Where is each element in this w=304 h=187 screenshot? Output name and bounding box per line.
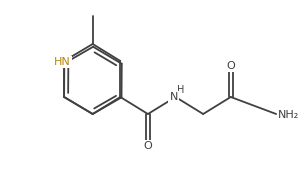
Text: NH₂: NH₂	[278, 110, 299, 120]
Text: HN: HN	[54, 57, 71, 67]
Text: O: O	[226, 61, 235, 71]
Text: O: O	[143, 141, 152, 151]
Text: H: H	[177, 85, 184, 95]
Text: N: N	[169, 92, 178, 102]
